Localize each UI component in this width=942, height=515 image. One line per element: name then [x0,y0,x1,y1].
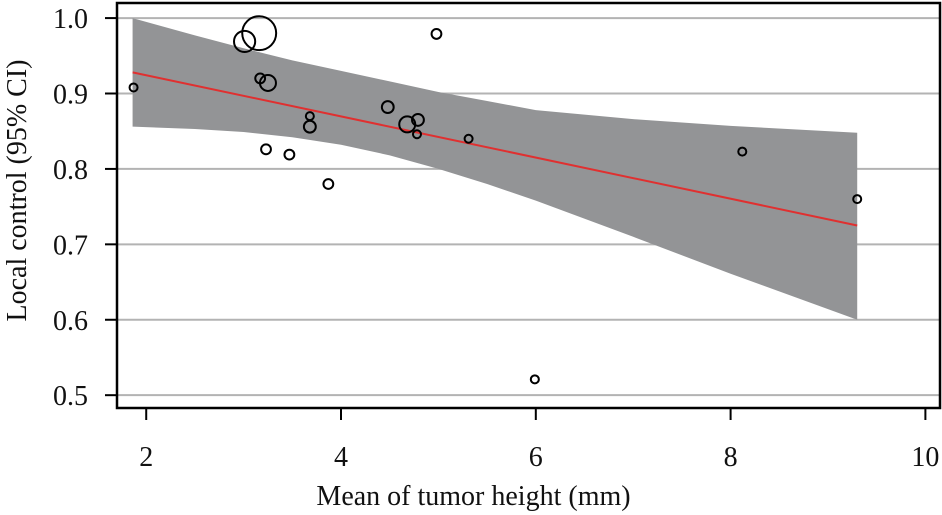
data-point [302,119,317,134]
confidence-band [132,18,858,320]
y-axis-ticks: 0.5 0.6 0.7 0.8 0.9 1.0 [53,4,117,412]
x-tick-label: 8 [724,442,738,473]
data-point [463,133,474,144]
data-point [241,15,278,52]
data-point [322,178,335,190]
x-tick-label: 6 [529,442,543,473]
data-point [737,146,748,157]
regression-line [132,71,858,227]
data-point [411,112,425,127]
data-point [233,29,257,54]
data-point [260,143,272,156]
y-tick-label: 1.0 [53,4,88,35]
data-point [258,73,277,92]
confidence-band-layer [132,18,858,320]
data-points [128,15,863,385]
x-tick-label: 4 [334,442,348,473]
data-point [430,28,443,40]
x-tick-label: 2 [139,442,153,473]
x-axis-ticks: 2 4 6 8 10 [139,408,939,473]
y-axis-label: Local control (95% CI) [2,59,33,321]
y-tick-label: 0.5 [53,381,88,412]
y-tick-label: 0.6 [53,306,88,337]
data-point [529,374,540,385]
y-tick-label: 0.9 [53,80,88,111]
x-axis-label: Mean of tumor height (mm) [316,481,630,512]
data-point [852,194,863,205]
y-tick-label: 0.7 [53,230,88,261]
regression-line-layer [132,71,858,227]
data-point [283,148,296,161]
data-point [380,100,395,115]
data-point [128,82,139,93]
plot-frame [115,1,942,410]
y-tick-label: 0.8 [53,155,88,186]
x-tick-label: 10 [911,442,939,473]
data-point [411,129,422,140]
